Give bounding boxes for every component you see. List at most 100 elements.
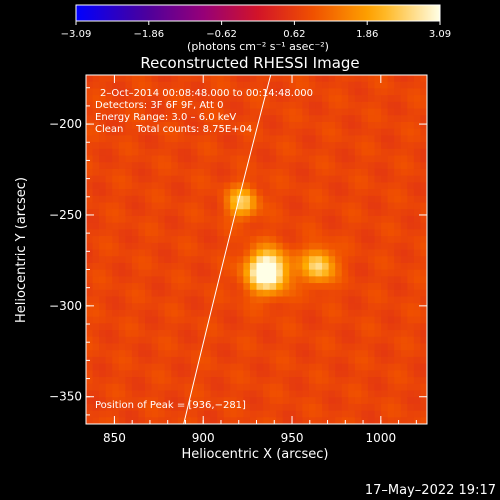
heatmap-cell	[210, 383, 218, 392]
heatmap-cell	[177, 215, 185, 224]
heatmap-cell	[269, 390, 277, 398]
heatmap-cell	[164, 202, 172, 210]
heatmap-cell	[374, 101, 382, 110]
heatmap-cell	[367, 135, 376, 143]
heatmap-cell	[92, 410, 100, 418]
heatmap-cell	[112, 128, 120, 136]
heatmap-cell	[177, 256, 185, 264]
heatmap-cell	[236, 81, 244, 90]
heatmap-cell	[92, 168, 100, 177]
heatmap-cell	[217, 397, 225, 405]
heatmap-cell	[381, 296, 389, 304]
heatmap-cell	[92, 363, 100, 371]
heatmap-cell	[341, 209, 349, 217]
heatmap-cell	[99, 236, 107, 244]
heatmap-cell	[99, 162, 107, 170]
heatmap-cell	[354, 296, 363, 304]
heatmap-cell	[308, 303, 317, 311]
heatmap-cell	[367, 417, 376, 424]
heatmap-cell	[387, 142, 395, 150]
heatmap-cell	[151, 383, 159, 392]
heatmap-cell	[381, 363, 389, 371]
heatmap-cell	[387, 410, 395, 418]
heatmap-cell	[328, 189, 336, 197]
heatmap-cell	[361, 363, 369, 371]
heatmap-cell	[374, 336, 382, 345]
heatmap-cell	[118, 236, 126, 244]
heatmap-cell	[413, 155, 422, 163]
heatmap-cell	[158, 101, 166, 110]
heatmap-cell	[276, 215, 284, 224]
heatmap-cell	[99, 108, 107, 116]
heatmap-cell	[190, 121, 199, 130]
heatmap-cell	[171, 168, 179, 177]
heatmap-cell	[223, 309, 231, 318]
heatmap-cell	[223, 108, 231, 116]
heatmap-cell	[374, 108, 382, 116]
heatmap-cell	[341, 101, 349, 110]
heatmap-cell	[387, 222, 395, 230]
heatmap-cell	[184, 222, 192, 230]
heatmap-cell	[413, 303, 422, 311]
heatmap-cell	[177, 289, 185, 298]
heatmap-cell	[302, 403, 310, 412]
heatmap-cell	[131, 296, 140, 304]
heatmap-cell	[276, 330, 284, 338]
heatmap-cell	[407, 390, 415, 398]
heatmap-cell	[86, 242, 94, 251]
heatmap-cell	[256, 383, 264, 392]
heatmap-cell	[190, 175, 199, 183]
heatmap-cell	[236, 215, 244, 224]
heatmap-cell	[354, 95, 363, 103]
heatmap-cell	[335, 189, 343, 197]
heatmap-cell	[86, 403, 94, 412]
heatmap-cell	[276, 155, 284, 163]
heatmap-cell	[315, 215, 323, 224]
heatmap-cell	[125, 343, 133, 351]
heatmap-cell	[151, 101, 159, 110]
heatmap-cell	[413, 397, 422, 405]
heatmap-cell	[289, 296, 297, 304]
heatmap-cell	[394, 222, 402, 230]
heatmap-cell	[367, 148, 376, 157]
heatmap-cell	[217, 309, 225, 318]
heatmap-cell	[164, 269, 172, 277]
heatmap-cell	[308, 397, 317, 405]
heatmap-cell	[263, 309, 271, 318]
heatmap-cell	[223, 350, 231, 358]
heatmap-cell	[105, 121, 113, 130]
heatmap-cell	[374, 195, 382, 204]
heatmap-cell	[256, 296, 264, 304]
heatmap-cell	[341, 175, 349, 183]
heatmap-cell	[190, 209, 199, 217]
heatmap-cell	[328, 370, 336, 378]
heatmap-cell	[269, 202, 277, 210]
heatmap-cell	[138, 309, 146, 318]
heatmap-cell	[184, 283, 192, 291]
heatmap-cell	[289, 303, 297, 311]
heatmap-cell	[341, 75, 349, 83]
heatmap-cell	[354, 81, 363, 90]
heatmap-cell	[112, 222, 120, 230]
heatmap-cell	[158, 155, 166, 163]
heatmap-cell	[118, 303, 126, 311]
heatmap-cell	[217, 242, 225, 251]
heatmap-cell	[269, 403, 277, 412]
heatmap-cell	[407, 81, 415, 90]
heatmap-cell	[105, 175, 113, 183]
y-axis-label: Heliocentric Y (arcsec)	[14, 177, 29, 323]
heatmap-cell	[302, 182, 310, 190]
heatmap-cell	[197, 289, 205, 298]
heatmap-cell	[407, 377, 415, 385]
heatmap-cell	[269, 88, 277, 96]
heatmap-cell	[151, 229, 159, 237]
heatmap-cell	[217, 256, 225, 264]
heatmap-cell	[243, 363, 251, 371]
heatmap-cell	[151, 262, 159, 271]
heatmap-cell	[361, 336, 369, 345]
heatmap-cell	[269, 350, 277, 358]
heatmap-cell	[387, 377, 395, 385]
heatmap-cell	[230, 323, 238, 331]
heatmap-cell	[158, 417, 166, 424]
heatmap-cell	[387, 168, 395, 177]
